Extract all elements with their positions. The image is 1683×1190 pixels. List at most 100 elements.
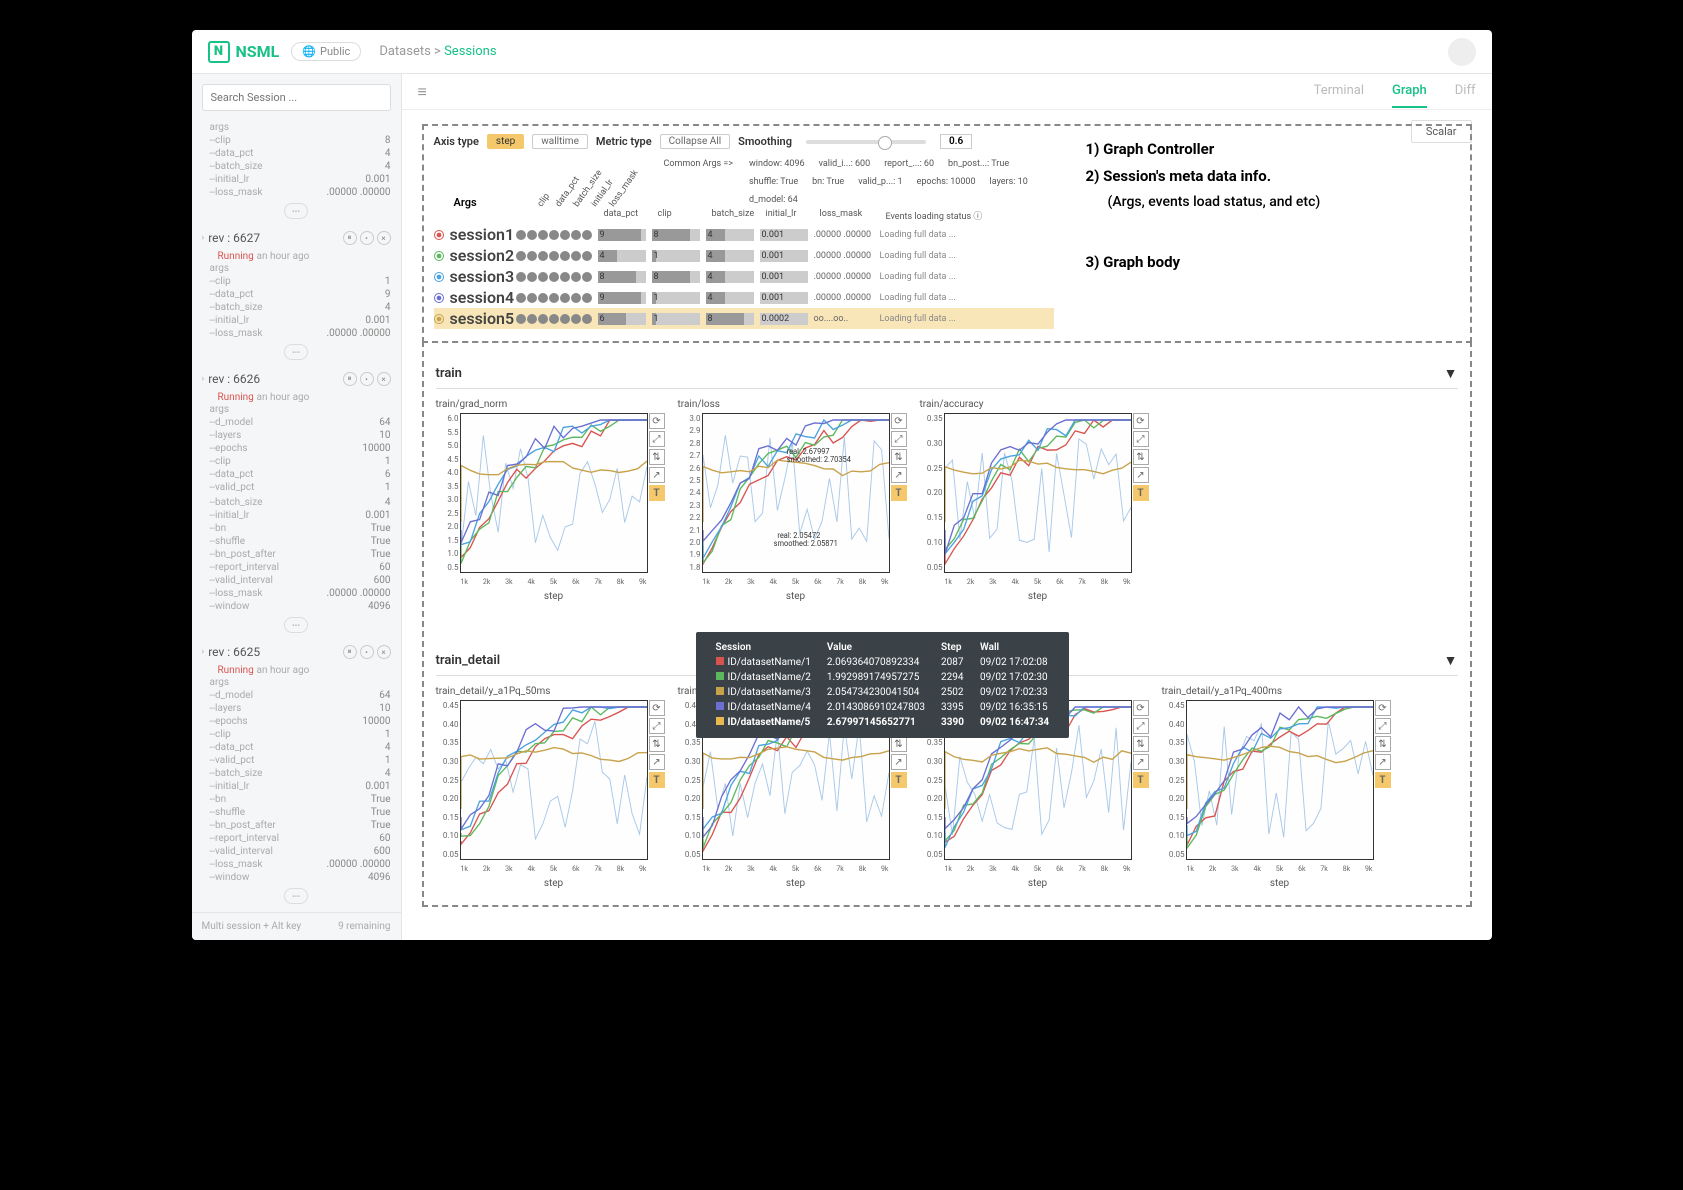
expand-icon[interactable]: ↗ — [1375, 754, 1391, 770]
arg-row: --data_pct4 — [210, 741, 391, 754]
session-radio[interactable] — [434, 314, 444, 324]
session-radio[interactable] — [434, 272, 444, 282]
expand-icon[interactable]: ↗ — [1133, 754, 1149, 770]
more-icon[interactable]: ••• — [284, 888, 308, 904]
arg-row: --batch_size4 — [210, 301, 391, 314]
refresh-icon[interactable]: ⟳ — [649, 700, 665, 716]
main-topbar: ≡ Terminal Graph Diff — [402, 74, 1492, 110]
zoom-icon[interactable]: ⤢ — [649, 431, 665, 447]
public-badge[interactable]: 🌐 Public — [291, 42, 361, 61]
tab-graph[interactable]: Graph — [1392, 75, 1427, 108]
expand-icon[interactable]: ↗ — [891, 754, 907, 770]
link-icon[interactable]: ⇅ — [891, 736, 907, 752]
arg-row: --layers10 — [210, 429, 391, 442]
link-icon[interactable]: ⇅ — [649, 449, 665, 465]
refresh-icon[interactable]: ⟳ — [1375, 700, 1391, 716]
t-icon[interactable]: T — [1133, 772, 1149, 788]
collapse-all[interactable]: Collapse All — [660, 134, 730, 149]
meta-col-heads: data_pctclipbatch_sizeinitial_lrloss_mas… — [604, 209, 1054, 222]
arg-row: --valid_pct1 — [210, 481, 391, 494]
pause-icon[interactable]: ⏸ — [343, 231, 357, 245]
chart: 6.05.55.04.54.03.53.02.52.01.51.00.5 1k2… — [436, 413, 666, 602]
refresh-icon[interactable]: ⟳ — [891, 413, 907, 429]
zoom-icon[interactable]: ⤢ — [891, 431, 907, 447]
play-icon[interactable]: • — [360, 231, 374, 245]
link-icon[interactable]: ⇅ — [891, 449, 907, 465]
refresh-icon[interactable]: ⟳ — [649, 413, 665, 429]
arg-row: --window4096 — [210, 600, 391, 613]
session-radio[interactable] — [434, 293, 444, 303]
zoom-icon[interactable]: ⤢ — [1375, 718, 1391, 734]
play-icon[interactable]: • — [360, 645, 374, 659]
t-icon[interactable]: T — [649, 485, 665, 501]
arg-row: --loss_mask.00000 .00000 — [210, 327, 391, 340]
session-header[interactable]: ›rev : 6627⏸•× — [202, 227, 391, 249]
arg-row: args — [210, 121, 391, 134]
close-icon[interactable]: × — [377, 645, 391, 659]
breadcrumb-datasets[interactable]: Datasets — [379, 44, 431, 59]
arg-row: --clip1 — [210, 728, 391, 741]
arg-row: --report_interval60 — [210, 832, 391, 845]
search-input[interactable] — [202, 84, 391, 111]
pause-icon[interactable]: ⏸ — [343, 645, 357, 659]
common-args: window: 4096valid_i...: 600report_...: 6… — [749, 159, 1053, 205]
pause-icon[interactable]: ⏸ — [343, 372, 357, 386]
expand-icon[interactable]: ↗ — [1133, 467, 1149, 483]
tab-terminal[interactable]: Terminal — [1314, 75, 1364, 108]
session-radio[interactable] — [434, 251, 444, 261]
arg-row: --initial_lr0.001 — [210, 780, 391, 793]
chart: 0.350.300.250.200.150.100.05 1k2k3k4k5k6… — [920, 413, 1150, 602]
avatar[interactable] — [1448, 38, 1476, 66]
zoom-icon[interactable]: ⤢ — [1133, 431, 1149, 447]
zoom-icon[interactable]: ⤢ — [649, 718, 665, 734]
close-icon[interactable]: × — [377, 372, 391, 386]
link-icon[interactable]: ⇅ — [1375, 736, 1391, 752]
session-radio[interactable] — [434, 230, 444, 240]
expand-icon[interactable]: ↗ — [891, 467, 907, 483]
t-icon[interactable]: T — [891, 772, 907, 788]
arg-row: --batch_size4 — [210, 496, 391, 509]
axis-step[interactable]: step — [487, 134, 524, 149]
link-icon[interactable]: ⇅ — [1133, 736, 1149, 752]
zoom-icon[interactable]: ⤢ — [1133, 718, 1149, 734]
collapse-icon[interactable]: ▼ — [1444, 365, 1458, 382]
t-icon[interactable]: T — [891, 485, 907, 501]
t-icon[interactable]: T — [1375, 772, 1391, 788]
arg-row: --d_model64 — [210, 689, 391, 702]
tooltip: SessionValueStepWallID/datasetName/12.06… — [696, 632, 1070, 738]
play-icon[interactable]: • — [360, 372, 374, 386]
link-icon[interactable]: ⇅ — [1133, 449, 1149, 465]
arg-row: --bnTrue — [210, 793, 391, 806]
session-header[interactable]: ›rev : 6625⏸•× — [202, 641, 391, 663]
arg-row: --bn_post_afterTrue — [210, 548, 391, 561]
arg-row: --loss_mask.00000 .00000 — [210, 186, 391, 199]
smoothing-slider[interactable] — [806, 140, 926, 144]
session-header[interactable]: ›rev : 6626⏸•× — [202, 368, 391, 390]
expand-icon[interactable]: ↗ — [649, 467, 665, 483]
expand-icon[interactable]: ↗ — [649, 754, 665, 770]
section-train[interactable]: train ▼ — [436, 365, 1458, 382]
hamburger-icon[interactable]: ≡ — [418, 82, 427, 102]
arg-row: --layers10 — [210, 702, 391, 715]
chart: 0.450.400.350.300.250.200.150.100.05 1k2… — [1162, 700, 1392, 889]
more-icon[interactable]: ••• — [284, 617, 308, 633]
controller-meta-box: 1) Graph Controller 2) Session's meta da… — [422, 124, 1472, 343]
axis-walltime[interactable]: walltime — [532, 134, 588, 149]
diag-arg-labels: clipdata_pctbatch_sizeinitial_lrloss_mas… — [544, 173, 664, 209]
t-icon[interactable]: T — [1133, 485, 1149, 501]
more-icon[interactable]: ••• — [284, 344, 308, 360]
arg-row: --loss_mask.00000 .00000 — [210, 858, 391, 871]
more-icon[interactable]: ••• — [284, 203, 308, 219]
refresh-icon[interactable]: ⟳ — [1133, 700, 1149, 716]
refresh-icon[interactable]: ⟳ — [1133, 413, 1149, 429]
close-icon[interactable]: × — [377, 231, 391, 245]
link-icon[interactable]: ⇅ — [649, 736, 665, 752]
arg-row: --clip1 — [210, 275, 391, 288]
collapse-icon[interactable]: ▼ — [1444, 652, 1458, 669]
arg-row: --clip8 — [210, 134, 391, 147]
t-icon[interactable]: T — [649, 772, 665, 788]
breadcrumb-sessions[interactable]: Sessions — [444, 44, 497, 59]
logo[interactable]: N NSML — [208, 41, 280, 63]
arg-row: --initial_lr0.001 — [210, 509, 391, 522]
tab-diff[interactable]: Diff — [1455, 75, 1476, 108]
